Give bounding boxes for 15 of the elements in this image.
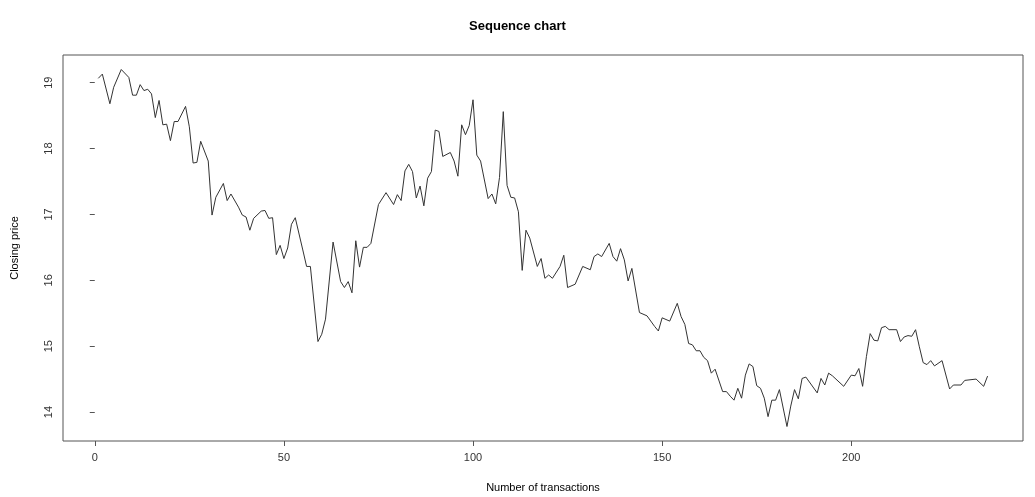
y-tick-label: 16 (41, 274, 54, 287)
x-tick-label: 0 (91, 450, 98, 463)
x-axis-title: Number of transactions (486, 480, 601, 493)
chart-title: Sequence chart (469, 18, 567, 33)
x-tick-label: 200 (842, 450, 861, 463)
y-tick-label: 15 (41, 340, 54, 353)
y-tick-label: 14 (41, 405, 54, 419)
x-tick-label: 150 (652, 450, 672, 463)
x-tick-label: 100 (463, 450, 483, 463)
y-tick-label: 18 (41, 142, 54, 155)
y-tick-label: 17 (41, 208, 54, 221)
y-tick-label: 19 (41, 76, 54, 89)
line-series (98, 68, 988, 428)
x-tick-label: 50 (277, 450, 291, 463)
y-axis-title: Closing price (7, 216, 20, 280)
